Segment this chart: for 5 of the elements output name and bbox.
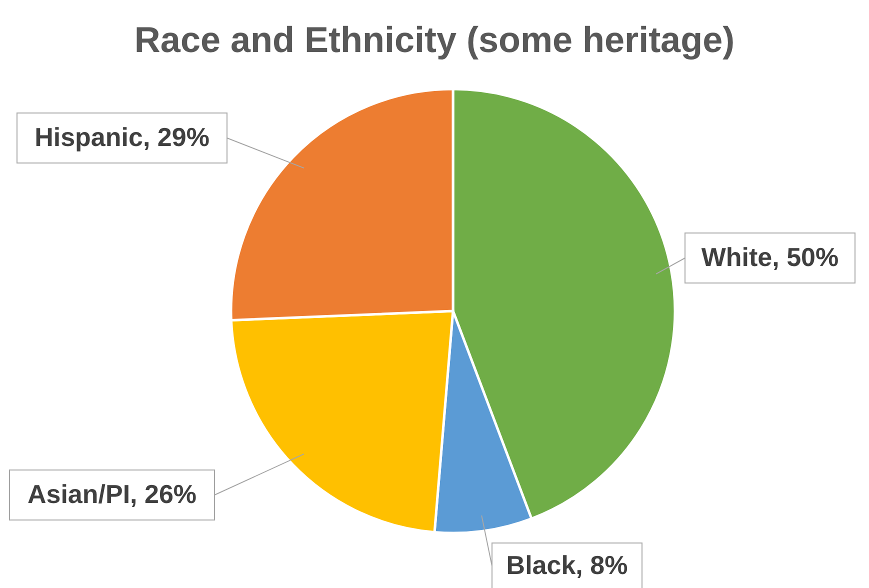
slice-label: White, 50% [701,242,839,272]
chart-title: Race and Ethnicity (some heritage) [134,19,735,60]
slice-label: Asian/PI, 26% [27,479,197,509]
slice-label: Black, 8% [506,550,628,580]
slice-label: Hispanic, 29% [34,122,210,152]
